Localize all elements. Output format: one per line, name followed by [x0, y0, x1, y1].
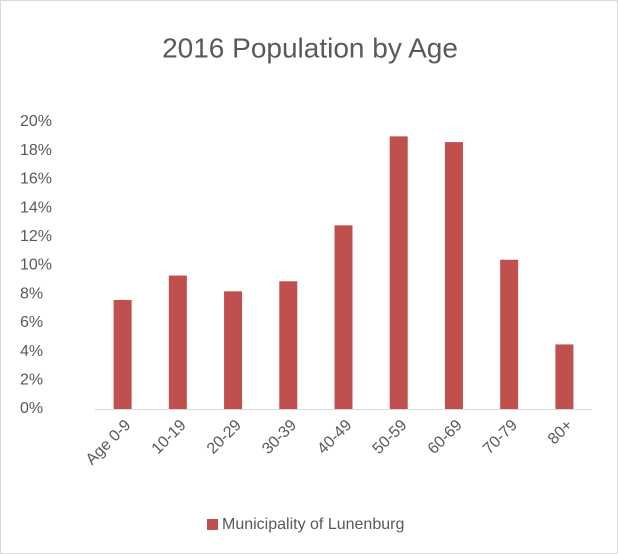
y-tick-label: 0% [20, 400, 43, 417]
y-tick-label: 20% [20, 113, 52, 130]
chart-title: 2016 Population by Age [162, 32, 458, 63]
legend-label: Municipality of Lunenburg [222, 516, 404, 533]
y-tick-label: 14% [20, 199, 52, 216]
y-tick-label: 18% [20, 142, 52, 159]
bar [168, 275, 187, 409]
bar [555, 344, 574, 409]
y-tick-label: 6% [20, 314, 43, 331]
bar [224, 291, 243, 409]
bar [444, 142, 463, 409]
bar [500, 259, 519, 409]
y-tick-label: 16% [20, 171, 52, 188]
y-tick-label: 2% [20, 372, 43, 389]
legend-swatch [207, 519, 218, 530]
bar [279, 281, 298, 409]
bar [113, 299, 132, 409]
y-tick-label: 10% [20, 257, 52, 274]
y-tick-label: 12% [20, 228, 52, 245]
y-tick-label: 4% [20, 343, 43, 360]
bar [389, 136, 408, 409]
y-tick-label: 8% [20, 285, 43, 302]
bar [334, 225, 353, 409]
